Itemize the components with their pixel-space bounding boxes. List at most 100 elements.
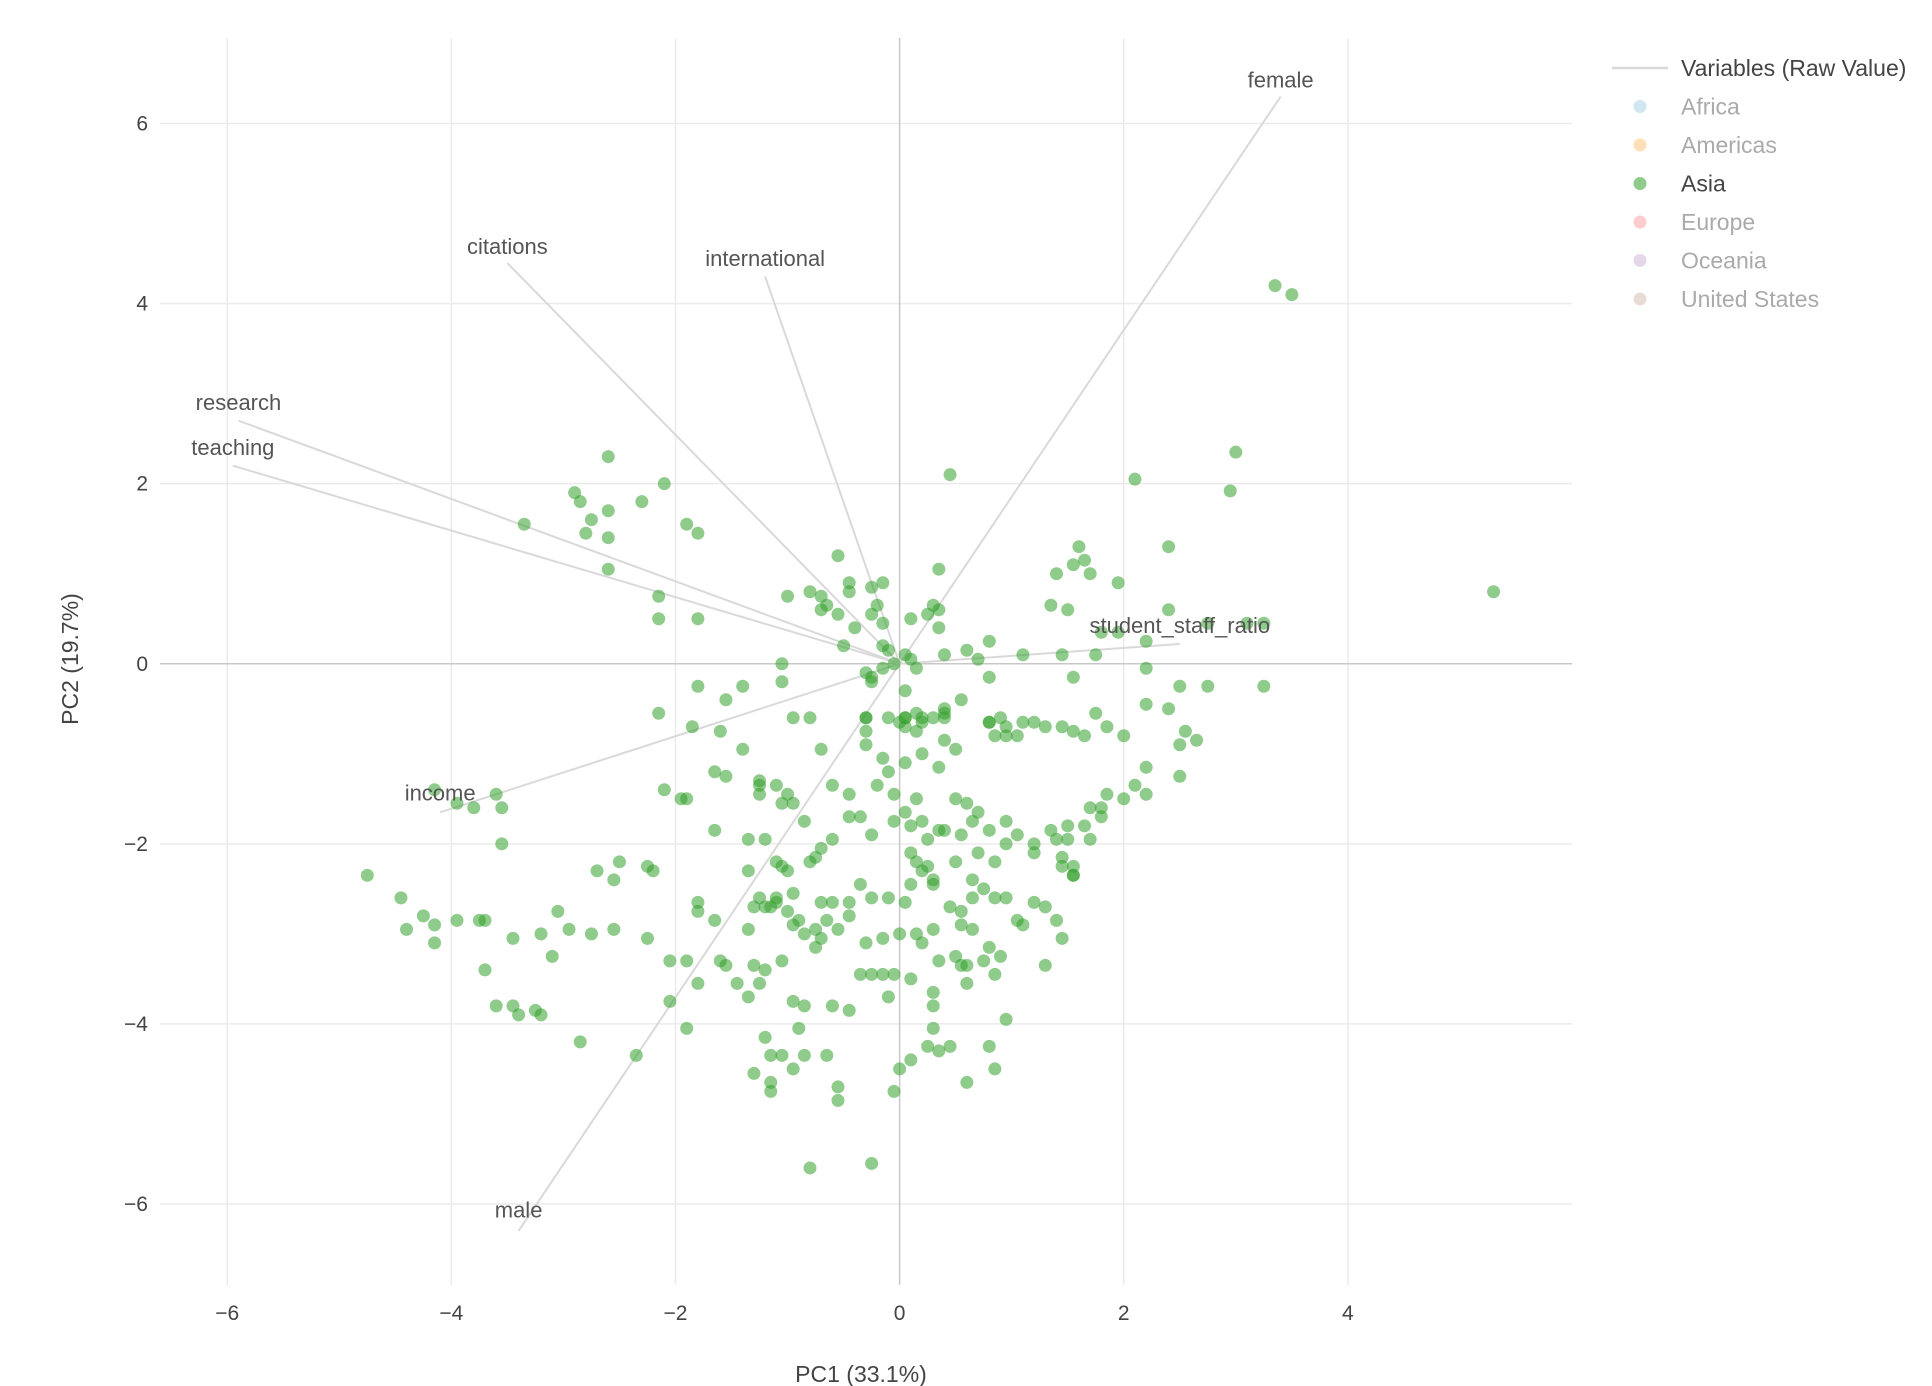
data-point[interactable]: [954, 693, 968, 707]
data-point[interactable]: [865, 675, 879, 689]
data-point[interactable]: [478, 913, 492, 927]
data-point[interactable]: [786, 886, 800, 900]
data-point[interactable]: [758, 1030, 772, 1044]
data-point[interactable]: [1240, 616, 1254, 630]
data-point[interactable]: [898, 756, 912, 770]
data-point[interactable]: [1162, 540, 1176, 554]
data-point[interactable]: [1055, 931, 1069, 945]
data-point[interactable]: [982, 634, 996, 648]
data-point[interactable]: [1128, 472, 1142, 486]
data-point[interactable]: [1089, 648, 1103, 662]
legend-item-europe[interactable]: Europe: [1681, 209, 1755, 235]
data-point[interactable]: [999, 837, 1013, 851]
data-point[interactable]: [1117, 792, 1131, 806]
data-point[interactable]: [797, 814, 811, 828]
legend-item-united-states[interactable]: United States: [1681, 286, 1819, 312]
data-point[interactable]: [573, 1035, 587, 1049]
data-point[interactable]: [1027, 715, 1041, 729]
data-point[interactable]: [898, 895, 912, 909]
data-point[interactable]: [898, 684, 912, 698]
data-point[interactable]: [943, 468, 957, 482]
data-point[interactable]: [965, 922, 979, 936]
data-point[interactable]: [993, 949, 1007, 963]
data-point[interactable]: [904, 819, 918, 833]
data-point[interactable]: [685, 720, 699, 734]
data-point[interactable]: [691, 612, 705, 626]
data-point[interactable]: [887, 967, 901, 981]
legend-marker-americas[interactable]: [1633, 138, 1647, 152]
data-point[interactable]: [1027, 837, 1041, 851]
data-point[interactable]: [584, 927, 598, 941]
legend-marker-oceania[interactable]: [1633, 254, 1647, 267]
data-point[interactable]: [809, 940, 823, 954]
data-point[interactable]: [786, 918, 800, 932]
data-point[interactable]: [954, 904, 968, 918]
legend-item-oceania[interactable]: Oceania: [1681, 248, 1767, 274]
data-point[interactable]: [887, 787, 901, 801]
data-point[interactable]: [859, 738, 873, 752]
legend-item-americas[interactable]: Americas: [1681, 132, 1777, 158]
data-point[interactable]: [842, 576, 856, 590]
data-point[interactable]: [842, 787, 856, 801]
data-point[interactable]: [1139, 634, 1153, 648]
data-point[interactable]: [753, 778, 767, 792]
data-point[interactable]: [853, 877, 867, 891]
data-point[interactable]: [859, 724, 873, 738]
data-point[interactable]: [736, 742, 750, 756]
data-point[interactable]: [926, 877, 940, 891]
data-point[interactable]: [954, 828, 968, 842]
data-point[interactable]: [999, 1012, 1013, 1026]
data-point[interactable]: [909, 661, 923, 675]
data-point[interactable]: [803, 711, 817, 725]
data-point[interactable]: [842, 1003, 856, 1017]
data-point[interactable]: [764, 1075, 778, 1089]
data-point[interactable]: [629, 1048, 643, 1062]
data-point[interactable]: [1038, 720, 1052, 734]
data-point[interactable]: [657, 477, 671, 491]
data-point[interactable]: [898, 805, 912, 819]
data-point[interactable]: [797, 999, 811, 1013]
data-point[interactable]: [1257, 616, 1271, 630]
data-point[interactable]: [915, 711, 929, 725]
data-point[interactable]: [713, 724, 727, 738]
data-point[interactable]: [708, 823, 722, 837]
data-point[interactable]: [876, 967, 890, 981]
data-point[interactable]: [1055, 859, 1069, 873]
data-point[interactable]: [842, 810, 856, 824]
data-point[interactable]: [881, 990, 895, 1004]
data-point[interactable]: [977, 882, 991, 896]
data-point[interactable]: [803, 855, 817, 869]
data-point[interactable]: [803, 585, 817, 599]
data-point[interactable]: [960, 1075, 974, 1089]
data-point[interactable]: [926, 598, 940, 612]
data-point[interactable]: [775, 657, 789, 671]
data-point[interactable]: [708, 765, 722, 779]
data-point[interactable]: [1083, 832, 1097, 846]
data-point[interactable]: [489, 787, 503, 801]
data-point[interactable]: [691, 895, 705, 909]
data-point[interactable]: [1162, 603, 1176, 617]
data-point[interactable]: [652, 706, 666, 720]
data-point[interactable]: [1173, 769, 1187, 783]
data-point[interactable]: [932, 823, 946, 837]
data-point[interactable]: [1066, 859, 1080, 873]
data-point[interactable]: [831, 922, 845, 936]
legend-title[interactable]: Variables (Raw Value): [1681, 55, 1906, 81]
data-point[interactable]: [1139, 760, 1153, 774]
data-point[interactable]: [601, 450, 615, 464]
data-point[interactable]: [1094, 810, 1108, 824]
data-point[interactable]: [428, 783, 442, 797]
legend-marker-africa[interactable]: [1633, 100, 1647, 113]
data-point[interactable]: [1016, 648, 1030, 662]
data-point[interactable]: [814, 603, 828, 617]
data-point[interactable]: [820, 913, 834, 927]
data-point[interactable]: [719, 958, 733, 972]
legend[interactable]: Variables (Raw Value) Africa Americas Asia E…: [1612, 55, 1906, 312]
data-point[interactable]: [769, 895, 783, 909]
data-point[interactable]: [960, 958, 974, 972]
data-point[interactable]: [937, 648, 951, 662]
data-point[interactable]: [1285, 288, 1299, 302]
data-point[interactable]: [926, 711, 940, 725]
data-point[interactable]: [842, 895, 856, 909]
data-point[interactable]: [607, 922, 621, 936]
